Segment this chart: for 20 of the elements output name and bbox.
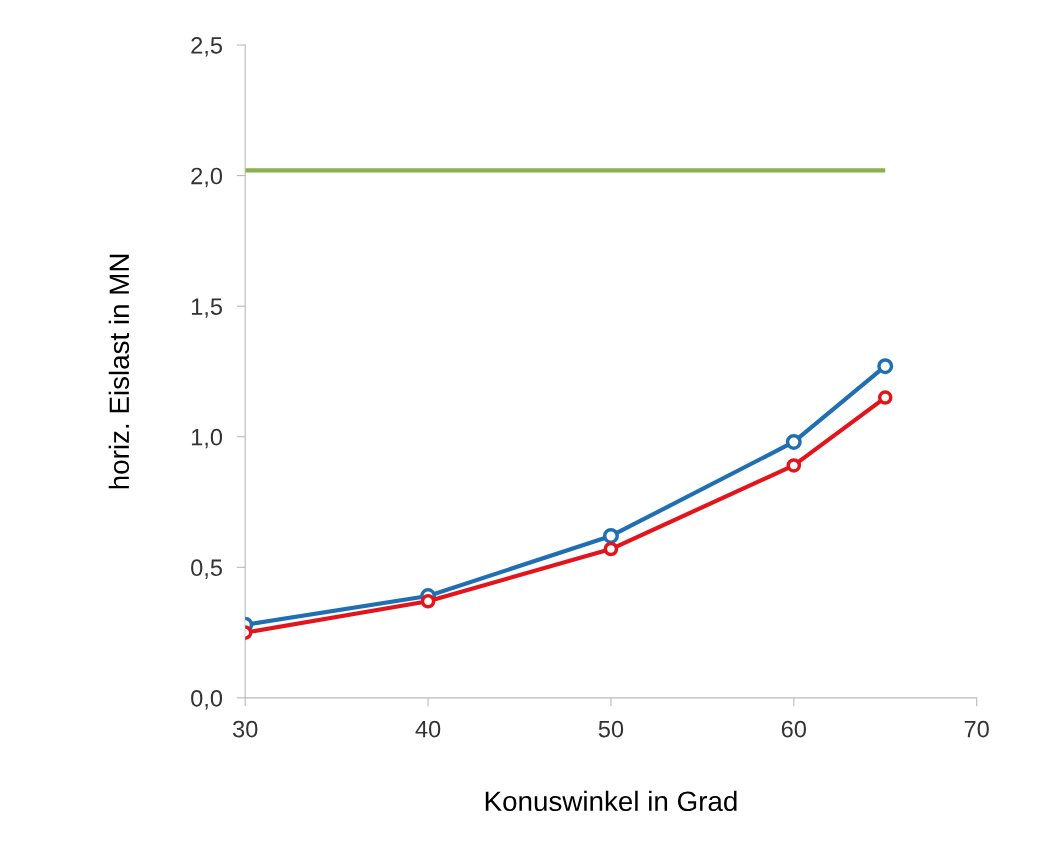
x-tick-label: 70 xyxy=(964,720,989,738)
y-axis-title: horiz. Eislast in MN xyxy=(108,254,130,489)
y-tick-label: 1,0 xyxy=(191,428,223,449)
y-tick-label: 0,0 xyxy=(191,689,223,710)
x-tick-label: 30 xyxy=(232,720,258,738)
point xyxy=(420,593,436,609)
point xyxy=(603,541,619,557)
point xyxy=(785,433,802,450)
y-tick-label: 2,0 xyxy=(191,167,223,188)
y-tick-label: 2,5 xyxy=(191,37,222,57)
x-tick-label: 40 xyxy=(415,720,441,738)
point xyxy=(877,390,893,405)
x-axis-title: Konuswinkel in Grad xyxy=(485,790,737,812)
y-tick-label: 0,5 xyxy=(191,559,222,579)
x-tick-label: 60 xyxy=(781,720,807,738)
x-tick-label: 50 xyxy=(598,720,624,738)
y-tick-label: 1,5 xyxy=(191,298,222,318)
point xyxy=(877,358,894,375)
point xyxy=(786,458,802,473)
point xyxy=(602,527,619,544)
